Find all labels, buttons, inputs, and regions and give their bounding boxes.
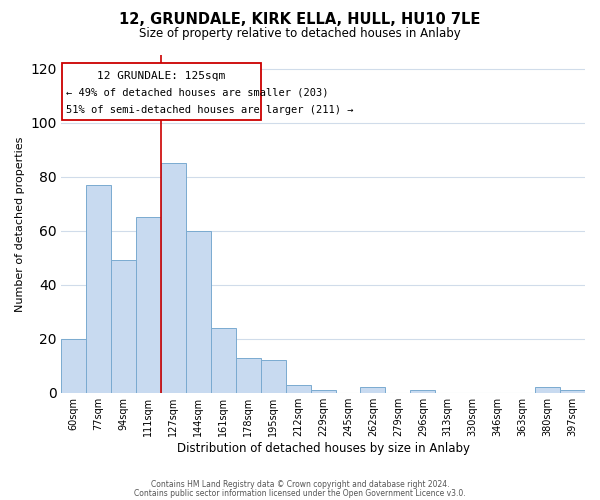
Bar (410, 390, 436, 393)
Bar (560, 390, 585, 393)
Bar (161, 163, 186, 393)
Bar (260, 360, 286, 393)
Bar (111, 260, 136, 393)
Bar (236, 358, 260, 393)
Text: 51% of semi-detached houses are larger (211) →: 51% of semi-detached houses are larger (… (66, 104, 353, 115)
Bar (311, 390, 335, 393)
Text: Size of property relative to detached houses in Anlaby: Size of property relative to detached ho… (139, 28, 461, 40)
Bar (535, 388, 560, 393)
Bar (61, 339, 86, 393)
Bar (361, 388, 385, 393)
X-axis label: Distribution of detached houses by size in Anlaby: Distribution of detached houses by size … (176, 442, 470, 455)
Text: 12, GRUNDALE, KIRK ELLA, HULL, HU10 7LE: 12, GRUNDALE, KIRK ELLA, HULL, HU10 7LE (119, 12, 481, 28)
Bar (86, 185, 111, 393)
Text: Contains HM Land Registry data © Crown copyright and database right 2024.: Contains HM Land Registry data © Crown c… (151, 480, 449, 489)
Y-axis label: Number of detached properties: Number of detached properties (15, 136, 25, 312)
Bar (186, 230, 211, 393)
Text: ← 49% of detached houses are smaller (203): ← 49% of detached houses are smaller (20… (66, 88, 329, 98)
Text: 12 GRUNDALE: 125sqm: 12 GRUNDALE: 125sqm (97, 70, 226, 81)
Text: Contains public sector information licensed under the Open Government Licence v3: Contains public sector information licen… (134, 488, 466, 498)
Bar (286, 385, 311, 393)
Bar (211, 328, 236, 393)
Bar (62, 63, 260, 120)
Bar (136, 217, 161, 393)
